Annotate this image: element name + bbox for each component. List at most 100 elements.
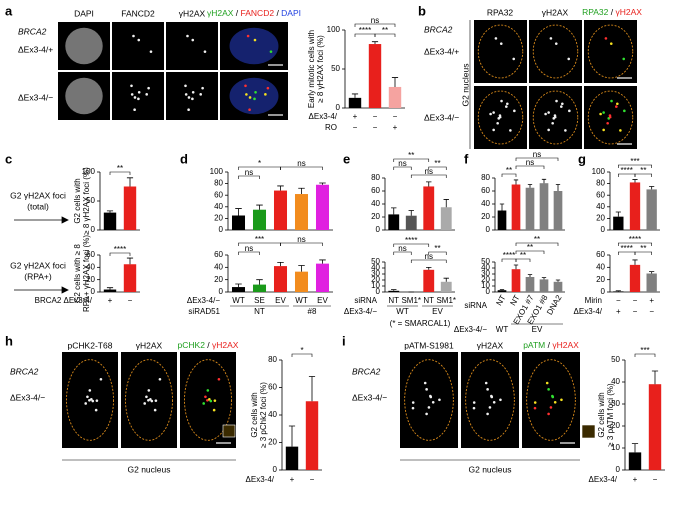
x-tick-label: EV: [532, 325, 543, 334]
y-tick-label: 50: [481, 257, 490, 266]
y-axis-label: G2 cells with ≥ 8: [73, 244, 82, 303]
micrograph: [461, 352, 519, 448]
significance-bracket: [515, 250, 545, 254]
error-bar: [513, 179, 519, 185]
significance-label: ****: [114, 245, 126, 254]
channel: FANCD2: [241, 8, 275, 18]
focus: [191, 38, 195, 42]
focus: [94, 408, 98, 412]
x-tick-label: +: [616, 307, 621, 316]
column-header: γH2AX: [179, 8, 206, 18]
inset: [222, 424, 236, 438]
x-tick-label: −: [633, 307, 638, 316]
bar: [103, 212, 117, 230]
significance-bracket: [238, 251, 260, 255]
y-tick-label: 10: [371, 281, 380, 290]
channel: γH2AX: [212, 340, 239, 350]
focus: [553, 114, 557, 117]
nucleus-outline: [184, 359, 232, 441]
y-tick-label: 0: [273, 465, 278, 474]
x-tick-label: NT: [423, 296, 434, 305]
readout-label: G2 γH2AX foci: [10, 260, 66, 270]
y-axis-label: RPA+ γH2AX foci (%): [82, 235, 91, 312]
focus: [488, 406, 492, 409]
y-tick-label: 0: [616, 465, 621, 474]
focus: [547, 128, 550, 132]
focus: [149, 50, 153, 53]
significance-label: ****: [629, 235, 641, 244]
channel: γH2AX: [615, 7, 642, 17]
nucleus-outline: [532, 24, 579, 79]
x-tick-label: −: [393, 112, 398, 121]
y-tick-label: 30: [371, 269, 380, 278]
focus: [130, 93, 134, 96]
significance-label: **: [408, 151, 414, 160]
bar: [252, 209, 267, 230]
x-tick-label: WT: [232, 296, 245, 305]
y-tick-label: 50: [371, 257, 380, 266]
focus: [544, 112, 547, 116]
error-bar: [649, 186, 655, 190]
micrograph: [166, 72, 218, 120]
focus: [429, 395, 433, 399]
focus: [623, 109, 626, 113]
x-tick-label: +: [393, 123, 398, 132]
panel-label: a: [5, 3, 13, 18]
focus: [604, 37, 608, 40]
significance-label: **: [534, 235, 540, 244]
error-bar: [256, 204, 263, 210]
nucleus: [229, 27, 279, 65]
bar: [273, 190, 288, 230]
micrograph: [112, 72, 164, 120]
significance-label: ns: [425, 167, 433, 176]
y-tick-label: 80: [596, 179, 605, 188]
y-tick-label: 60: [481, 186, 490, 195]
significance-bracket: [618, 164, 652, 168]
bar: [231, 287, 246, 292]
panel-label: h: [5, 333, 13, 348]
x-tick-label: −: [616, 296, 621, 305]
y-axis-label: G2 cells with: [597, 392, 606, 437]
x-tick-label: #8: [308, 307, 317, 316]
significance-bracket: [515, 242, 559, 246]
bar: [123, 186, 137, 230]
focus: [253, 97, 256, 101]
y-tick-label: 60: [214, 250, 223, 259]
focus: [547, 412, 550, 416]
bar: [440, 207, 452, 230]
y-tick-label: 40: [596, 202, 605, 211]
focus: [492, 401, 496, 404]
merge-header: γH2AX / FANCD2 / DAPI: [207, 8, 301, 18]
x-row-label: siRNA: [354, 296, 377, 305]
y-tick-label: 50: [611, 355, 620, 364]
arrow: [14, 286, 69, 294]
row-label: ΔEx3-4/+: [424, 46, 459, 56]
y-tick-label: 0: [601, 225, 606, 234]
significance-bracket: [410, 174, 447, 178]
bar: [539, 183, 549, 230]
significance-label: **: [434, 244, 440, 253]
bar: [628, 452, 642, 470]
y-tick-label: 40: [371, 263, 380, 272]
focus: [145, 93, 148, 96]
error-bar: [256, 279, 263, 285]
bar: [613, 291, 624, 292]
y-tick-label: 40: [596, 262, 605, 271]
y-tick-label: 0: [376, 225, 381, 234]
x-row-label: siRAD51: [188, 307, 220, 316]
focus: [213, 399, 217, 402]
y-tick-label: 60: [214, 190, 223, 199]
significance-bracket: [374, 33, 396, 37]
y-tick-label: 100: [82, 167, 96, 176]
significance-bracket: [634, 251, 652, 255]
y-tick-label: 80: [371, 173, 380, 182]
channel: DAPI: [281, 8, 301, 18]
column-header: FANCD2: [121, 8, 155, 18]
y-axis-label: Early mitotic cells with: [307, 30, 316, 108]
significance-label: ****: [405, 236, 417, 245]
bar: [123, 264, 137, 292]
x-tick-label: +: [649, 296, 654, 305]
caption: G2 nucleus: [460, 64, 470, 107]
significance-label: **: [527, 243, 533, 252]
y-tick-label: 100: [210, 167, 224, 176]
